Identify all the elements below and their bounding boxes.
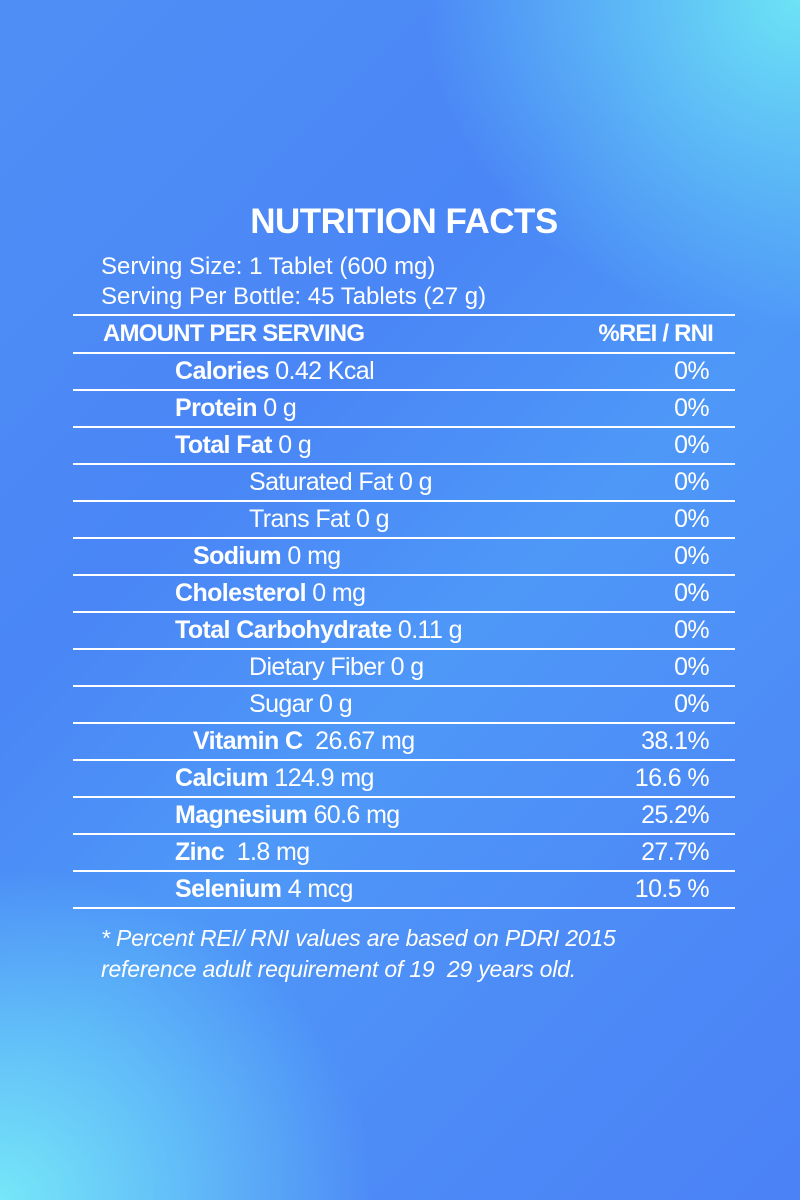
nutrient-row-calcium: Calcium 124.9 mg 16.6 % (73, 761, 735, 798)
nutrient-percent: 0% (674, 690, 710, 718)
nutrient-percent: 0% (674, 579, 710, 607)
nutrient-row-cholesterol: Cholesterol 0 mg 0% (73, 576, 735, 613)
nutrient-amount: 1.8 mg (224, 838, 310, 866)
nutrient-name: Total Carbohydrate (175, 616, 392, 644)
nutrient-row-saturated-fat: Saturated Fat 0 g 0% (73, 465, 735, 502)
nutrient-amount: 0 mg (305, 579, 366, 607)
nutrient-amount: 0 g (256, 394, 297, 422)
nutrient-row-vitamin-c: Vitamin C 26.67 mg 38.1% (73, 724, 735, 761)
nutrient-name: Calories (175, 357, 269, 385)
rei-rni-header: %REI / RNI (598, 320, 713, 347)
nutrient-row-zinc: Zinc 1.8 mg 27.7% (73, 835, 735, 872)
nutrient-percent: 0% (674, 542, 710, 570)
nutrient-name: Protein (175, 394, 258, 422)
nutrient-name: Total Fat (175, 431, 273, 459)
nutrient-name: Selenium (175, 875, 282, 903)
nutrient-amount: Saturated Fat 0 g (249, 468, 433, 496)
nutrient-name: Zinc (175, 838, 225, 866)
nutrient-percent: 10.5 % (634, 875, 710, 903)
nutrient-row-magnesium: Magnesium 60.6 mg 25.2% (73, 798, 735, 835)
nutrient-percent: 0% (674, 357, 710, 385)
nutrient-percent: 0% (674, 616, 710, 644)
nutrient-row-sugar: Sugar 0 g 0% (73, 687, 735, 724)
nutrient-amount: 124.9 mg (268, 764, 374, 792)
nutrient-percent: 0% (674, 505, 710, 533)
nutrient-row-protein: Protein 0 g 0% (73, 391, 735, 428)
nutrient-percent: 38.1% (641, 727, 709, 755)
nutrient-name: Cholesterol (175, 579, 307, 607)
nutrient-row-sodium: Sodium 0 mg 0% (73, 539, 735, 576)
nutrition-facts-panel: NUTRITION FACTS Serving Size: 1 Tablet (… (73, 200, 735, 985)
nutrient-row-dietary-fiber: Dietary Fiber 0 g 0% (73, 650, 735, 687)
nutrient-amount: 0 mg (281, 542, 341, 570)
serving-size: Serving Size: 1 Tablet (600 mg) (101, 253, 436, 280)
nutrient-percent: 16.6 % (634, 764, 710, 792)
nutrition-title: NUTRITION FACTS (250, 202, 558, 241)
nutrient-rows: Calories 0.42 Kcal 0% Protein 0 g 0% Tot… (73, 354, 735, 909)
nutrient-row-total-fat: Total Fat 0 g 0% (73, 428, 735, 465)
nutrient-amount: 4 mcg (281, 875, 354, 903)
nutrient-amount: Trans Fat 0 g (249, 505, 390, 533)
nutrient-percent: 0% (674, 468, 710, 496)
nutrient-row-calories: Calories 0.42 Kcal 0% (73, 354, 735, 391)
nutrient-name: Magnesium (175, 801, 308, 829)
nutrient-percent: 25.2% (641, 801, 709, 829)
nutrient-amount: 26.67 mg (302, 727, 415, 755)
nutrient-percent: 27.7% (641, 838, 709, 866)
nutrient-amount: 0 g (271, 431, 312, 459)
nutrient-amount: 0.42 Kcal (268, 357, 375, 385)
nutrient-amount: Dietary Fiber 0 g (249, 653, 424, 681)
nutrient-row-selenium: Selenium 4 mcg 10.5 % (73, 872, 735, 909)
amount-per-serving-header: AMOUNT PER SERVING (103, 320, 365, 347)
nutrient-row-trans-fat: Trans Fat 0 g 0% (73, 502, 735, 539)
nutrient-percent: 0% (674, 431, 710, 459)
footnote: * Percent REI/ RNI values are based on P… (101, 925, 622, 982)
nutrient-amount: 0.11 g (391, 616, 463, 644)
serving-per-bottle: Serving Per Bottle: 45 Tablets (27 g) (101, 283, 487, 310)
nutrient-amount: 60.6 mg (307, 801, 400, 829)
nutrient-percent: 0% (674, 653, 710, 681)
nutrient-percent: 0% (674, 394, 710, 422)
nutrient-name: Vitamin C (193, 727, 303, 755)
nutrient-row-total-carbohydrate: Total Carbohydrate 0.11 g 0% (73, 613, 735, 650)
nutrient-name: Calcium (175, 764, 269, 792)
table-header: AMOUNT PER SERVING %REI / RNI (73, 314, 735, 354)
nutrient-amount: Sugar 0 g (249, 690, 353, 718)
nutrient-name: Sodium (193, 542, 282, 570)
